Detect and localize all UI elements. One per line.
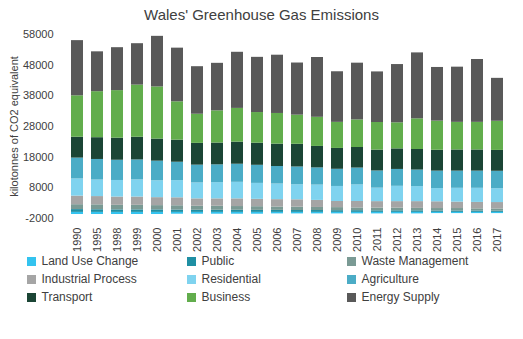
svg-text:2001: 2001 [171,228,183,252]
html-text:Waste Management: Waste Management [361,254,469,268]
svg-text:1990: 1990 [71,228,83,252]
svg-text:48000: 48000 [23,59,54,71]
svg-text:2005: 2005 [251,228,263,252]
svg-text:kilotonnes of CO2 equivalent: kilotonnes of CO2 equivalent [8,56,20,197]
svg-text:8000: 8000 [29,181,53,193]
html-text:Energy Supply: Energy Supply [361,290,440,304]
svg-text:2017: 2017 [491,228,503,252]
svg-text:2012: 2012 [391,228,403,252]
svg-text:58000: 58000 [23,28,54,40]
svg-text:2009: 2009 [331,228,343,252]
html-text:Land Use Change: Land Use Change [41,254,139,268]
svg-text:2000: 2000 [151,228,163,252]
svg-text:2010: 2010 [351,228,363,252]
svg-text:1998: 1998 [111,228,123,252]
svg-text:2011: 2011 [371,228,383,252]
html-text:Business: Business [201,290,251,304]
svg-text:1995: 1995 [91,228,103,252]
svg-text:2008: 2008 [311,228,323,252]
html-text:Industrial Process: Industrial Process [41,272,137,286]
svg-text:2007: 2007 [291,228,303,252]
html-text:Public: Public [201,254,235,268]
svg-text:2014: 2014 [431,228,443,252]
html-text:Agriculture: Agriculture [361,272,419,286]
svg-text:28000: 28000 [23,120,54,132]
svg-text:2003: 2003 [211,228,223,252]
svg-text:2015: 2015 [451,228,463,252]
svg-text:38000: 38000 [23,89,54,101]
svg-text:2006: 2006 [271,228,283,252]
html-text:Transport: Transport [41,290,93,304]
svg-text:18000: 18000 [23,151,54,163]
svg-text:2004: 2004 [231,228,243,252]
svg-text:2002: 2002 [191,228,203,252]
svg-text:2016: 2016 [471,228,483,252]
svg-text:2013: 2013 [411,228,423,252]
html-text:Wales' Greenhouse Gas Emission: Wales' Greenhouse Gas Emissions [144,6,379,23]
html-text:Residential: Residential [201,272,261,286]
svg-text:-2000: -2000 [25,212,53,224]
svg-text:1999: 1999 [131,228,143,252]
